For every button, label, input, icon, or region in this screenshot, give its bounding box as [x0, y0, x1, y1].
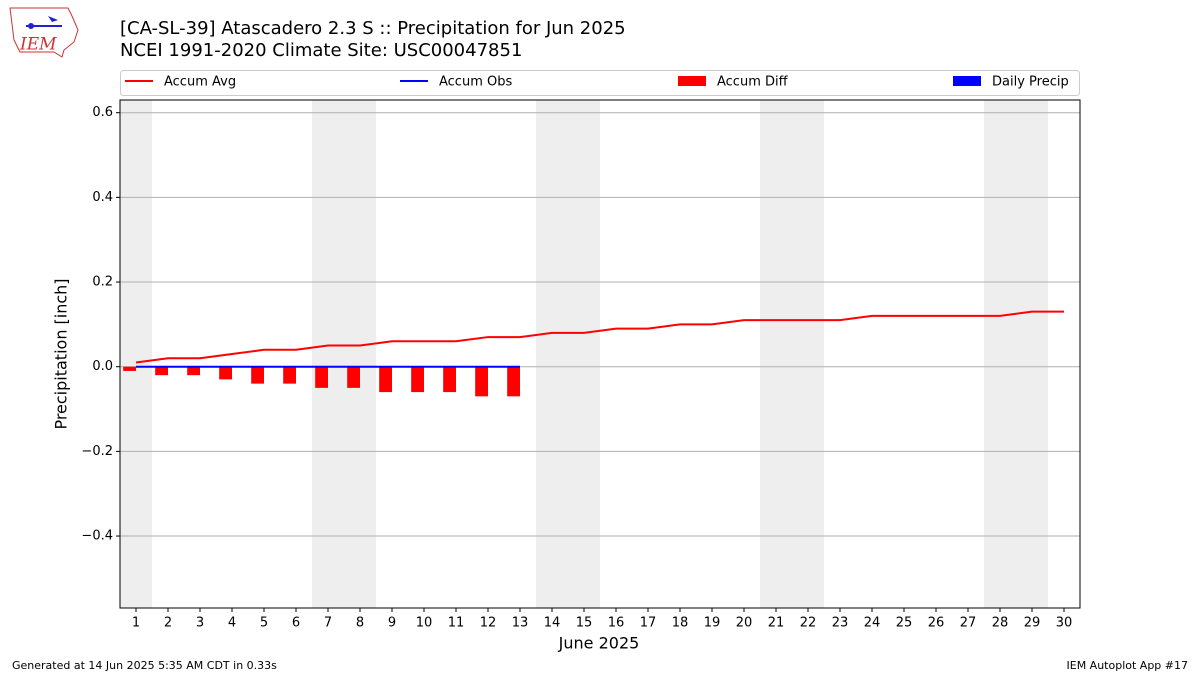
y-tick-label: −0.4: [81, 529, 113, 544]
footer-left: Generated at 14 Jun 2025 5:35 AM CDT in …: [12, 659, 277, 672]
chart-title: [CA-SL-39] Atascadero 2.3 S :: Precipita…: [120, 18, 626, 39]
x-tick-label: 11: [448, 616, 465, 631]
x-tick-label: 7: [324, 616, 332, 631]
legend-label: Accum Avg: [164, 75, 236, 90]
y-tick-label: −0.2: [81, 444, 113, 459]
bar: [283, 366, 296, 384]
chart-subtitle: NCEI 1991-2020 Climate Site: USC00047851: [120, 40, 522, 61]
y-tick-label: 0.2: [92, 275, 113, 290]
bar: [219, 366, 232, 380]
x-tick-label: 29: [1024, 616, 1041, 631]
bar: [123, 366, 136, 371]
legend-label: Daily Precip: [992, 75, 1069, 90]
x-tick-label: 26: [928, 616, 945, 631]
plot-frame: [119, 99, 1081, 609]
bar: [475, 366, 488, 397]
y-tick-label: 0.6: [92, 105, 113, 120]
x-tick-label: 24: [864, 616, 881, 631]
legend-swatch: [953, 76, 981, 86]
weekend-shading: [120, 100, 1048, 608]
logo: IEM: [9, 7, 79, 58]
legend-box: [120, 70, 1080, 96]
x-tick-label: 6: [292, 616, 300, 631]
line: [135, 310, 1064, 364]
x-tick-label: 25: [896, 616, 913, 631]
x-tick-label: 12: [480, 616, 497, 631]
logo-text: IEM: [19, 35, 57, 55]
legend-label: Accum Obs: [439, 75, 512, 90]
bar: [507, 366, 520, 397]
x-tick-label: 8: [356, 616, 364, 631]
x-tick-label: 1: [132, 616, 140, 631]
y-axis-label: Precipitation [inch]: [52, 278, 71, 429]
x-tick-label: 20: [736, 616, 753, 631]
footer-right: IEM Autoplot App #17: [1067, 659, 1189, 672]
x-tick-label: 4: [228, 616, 236, 631]
bar: [443, 366, 456, 393]
y-tick-label: 0.4: [92, 190, 113, 205]
x-tick-label: 19: [704, 616, 721, 631]
bar: [251, 366, 264, 384]
x-tick-label: 13: [512, 616, 529, 631]
x-tick-label: 27: [960, 616, 977, 631]
x-tick-label: 15: [576, 616, 593, 631]
x-tick-label: 17: [640, 616, 657, 631]
bar: [347, 366, 360, 388]
x-tick-label: 22: [800, 616, 817, 631]
x-tick-label: 16: [608, 616, 625, 631]
x-tick-label: 9: [388, 616, 396, 631]
x-tick-label: 2: [164, 616, 172, 631]
x-tick-label: 10: [416, 616, 433, 631]
x-tick-label: 23: [832, 616, 849, 631]
x-tick-label: 21: [768, 616, 785, 631]
x-tick-label: 5: [260, 616, 268, 631]
x-axis-label: June 2025: [558, 634, 640, 653]
bar: [155, 366, 168, 376]
bar: [187, 366, 200, 376]
legend-swatch: [678, 76, 706, 86]
x-tick-label: 28: [992, 616, 1009, 631]
y-tick-label: 0.0: [92, 359, 113, 374]
x-tick-label: 14: [544, 616, 561, 631]
x-tick-label: 30: [1056, 616, 1073, 631]
bar: [315, 366, 328, 388]
bar: [411, 366, 424, 393]
legend-label: Accum Diff: [717, 75, 789, 90]
x-tick-label: 18: [672, 616, 689, 631]
x-tick-label: 3: [196, 616, 204, 631]
bar: [379, 366, 392, 393]
